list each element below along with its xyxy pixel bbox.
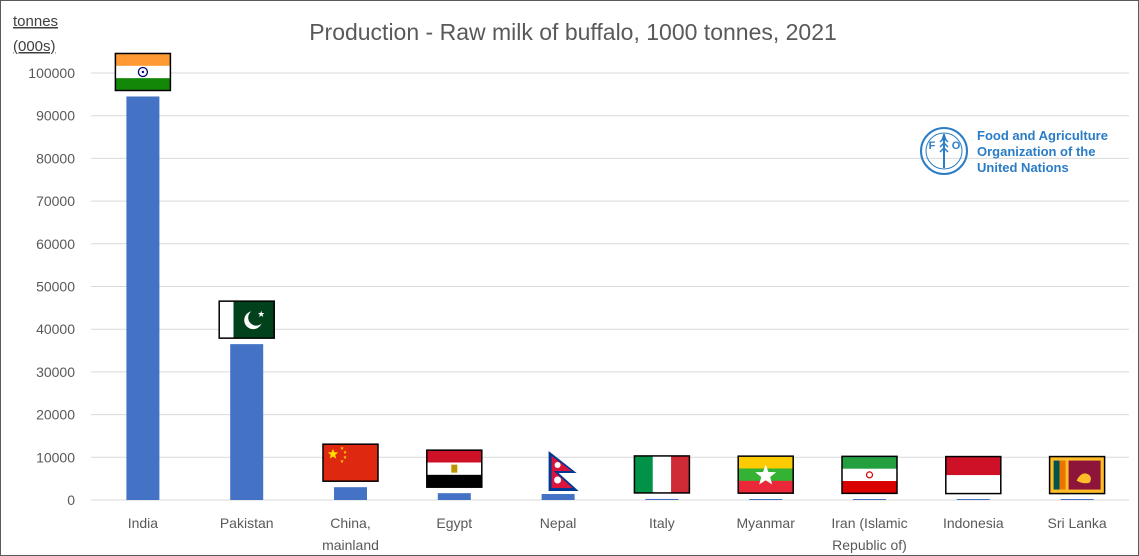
china-flag: [322, 443, 379, 482]
x-tick-label: Nepal: [540, 515, 577, 531]
nepal-flag: [548, 451, 579, 492]
y-axis-unit-line-1: tonnes: [13, 13, 58, 30]
x-tick-label: mainland: [322, 537, 379, 553]
egypt-flag: [426, 449, 483, 488]
fao-emblem-icon: F A O: [920, 127, 968, 175]
fao-emblem-letter-f: F: [929, 140, 936, 152]
y-tick-label: 20000: [36, 407, 75, 423]
x-tick-labels: India Pakistan China, mainland Egypt Nepal Ita…: [128, 515, 1107, 553]
fao-org-line-3: United Nations: [977, 160, 1069, 175]
fao-logo: F A O Food and Agriculture Organization …: [920, 127, 1108, 175]
indonesia-flag: [945, 455, 1002, 495]
fao-emblem-letter-o: O: [952, 140, 961, 152]
y-tick-label: 100000: [28, 65, 75, 81]
x-tick-label: Pakistan: [220, 515, 274, 531]
bar: [437, 493, 471, 500]
x-tick-label: Egypt: [436, 515, 472, 531]
iran-flag: [841, 455, 898, 495]
y-axis-unit-line-2: (000s): [13, 38, 56, 55]
y-tick-label: 80000: [36, 150, 75, 166]
bar: [1060, 499, 1094, 500]
x-tick-label: Indonesia: [943, 515, 1004, 531]
bars: [126, 96, 1094, 501]
y-tick-label: 0: [67, 492, 75, 508]
bar: [230, 344, 264, 500]
myanmar-flag: [737, 455, 794, 494]
chart-title: Production - Raw milk of buffalo, 1000 t…: [309, 19, 837, 45]
grid-lines: [91, 72, 1129, 501]
x-tick-label: India: [128, 515, 159, 531]
bar: [126, 96, 160, 501]
x-tick-label: China,: [330, 515, 370, 531]
y-tick-label: 50000: [36, 279, 75, 295]
italy-flag: [633, 455, 691, 494]
y-tick-label: 40000: [36, 321, 75, 337]
bar: [956, 499, 990, 500]
bar: [749, 499, 783, 500]
bar: [853, 499, 886, 500]
bar: [645, 498, 679, 500]
y-tick-label: 30000: [36, 364, 75, 380]
x-tick-label: Italy: [649, 515, 675, 531]
x-tick-label: Sri Lanka: [1048, 515, 1107, 531]
y-tick-label: 10000: [36, 449, 75, 465]
x-tick-label: Myanmar: [737, 515, 796, 531]
fao-org-line-2: Organization of the: [977, 144, 1095, 159]
y-tick-label: 60000: [36, 236, 75, 252]
x-tick-label: Iran (Islamic: [831, 515, 907, 531]
india-flag: [114, 52, 172, 92]
country-flags: [114, 52, 1106, 495]
fao-org-line-1: Food and Agriculture: [977, 128, 1108, 143]
fao-emblem-letter-a: A: [941, 133, 948, 143]
bar: [541, 494, 575, 500]
sri-lanka-flag: [1048, 455, 1106, 495]
y-tick-label: 70000: [36, 193, 75, 209]
y-tick-label: 90000: [36, 108, 75, 124]
x-tick-label: Republic of): [832, 537, 907, 553]
y-tick-labels: 0 10000 20000 30000 40000 50000 60000 70000 8000…: [28, 65, 75, 508]
pakistan-flag: [218, 300, 275, 339]
bar: [334, 487, 367, 500]
